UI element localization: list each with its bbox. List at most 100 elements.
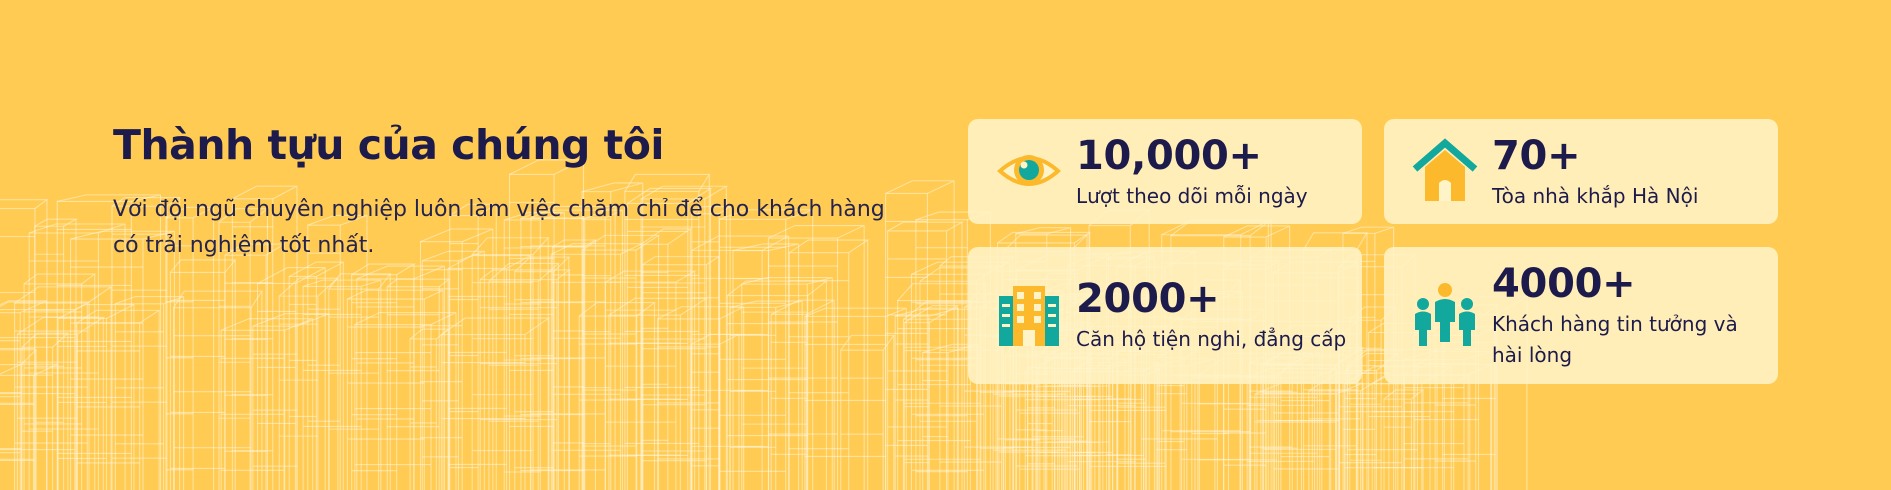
city-building-outline: [604, 281, 677, 490]
city-building-outline: [627, 187, 713, 204]
city-building-outline: [1303, 232, 1368, 251]
stat-card-followers: 10,000+ Lượt theo dõi mỗi ngày: [968, 119, 1362, 224]
city-building-outline: [640, 243, 669, 490]
city-building-outline: [508, 173, 555, 490]
city-building-outline: [169, 271, 226, 490]
city-building-outline: [302, 279, 382, 287]
stat-value: 2000+: [1076, 276, 1220, 322]
city-building-outline: [902, 318, 982, 490]
city-building-outline: [719, 209, 813, 220]
city-building-outline: [307, 224, 341, 490]
city-building-outline: [582, 234, 661, 251]
city-building-outline: [1254, 393, 1337, 490]
city-building-outline: [726, 280, 829, 296]
city-building-outline: [520, 218, 586, 490]
city-building-outline: [1342, 226, 1394, 234]
city-building-outline: [0, 199, 49, 209]
city-building-outline: [114, 303, 165, 490]
city-building-outline: [386, 278, 451, 288]
city-building-outline: [449, 203, 499, 217]
city-building-outline: [252, 325, 298, 490]
city-building-outline: [0, 312, 21, 490]
city-building-outline: [14, 286, 113, 304]
city-building-outline: [351, 274, 398, 490]
city-building-outline: [581, 249, 637, 490]
city-building-outline: [691, 206, 732, 215]
city-building-outline: [0, 349, 38, 365]
city-building-outline: [691, 235, 789, 251]
city-building-outline: [302, 285, 362, 490]
city-building-outline: [922, 352, 949, 490]
stat-value: 4000+: [1492, 261, 1636, 307]
city-building-outline: [804, 315, 887, 490]
stat-label: Lượt theo dõi mỗi ngày: [1076, 184, 1308, 208]
city-building-outline: [1349, 319, 1382, 490]
city-building-outline: [220, 329, 286, 490]
city-building-outline: [471, 254, 534, 490]
city-building-outline: [288, 275, 317, 490]
city-building-outline: [115, 296, 184, 305]
city-building-outline: [220, 318, 313, 331]
city-building-outline: [0, 300, 47, 314]
city-building-outline: [887, 221, 965, 232]
city-building-outline: [770, 299, 835, 315]
city-building-outline: [726, 295, 809, 490]
city-building-outline: [421, 260, 459, 490]
city-building-outline: [578, 315, 638, 490]
city-building-outline: [504, 211, 565, 221]
city-building-outline: [218, 208, 270, 223]
city-building-outline: [509, 159, 584, 175]
city-building-outline: [165, 217, 194, 490]
city-building-outline: [111, 205, 168, 490]
city-building-outline: [70, 230, 175, 240]
city-building-outline: [691, 333, 740, 345]
city-building-outline: [729, 306, 777, 490]
city-building-outline: [351, 263, 416, 276]
city-building-outline: [288, 261, 344, 277]
city-building-outline: [346, 298, 425, 490]
city-building-outline: [420, 228, 494, 243]
stat-text: 10,000+ Lượt theo dõi mỗi ngày: [1076, 131, 1348, 212]
city-building-outline: [788, 252, 850, 490]
stat-text: 70+ Tòa nhà khắp Hà Nội: [1492, 131, 1764, 212]
city-building-outline: [14, 302, 88, 490]
city-building-outline: [165, 206, 214, 219]
city-building-outline: [552, 246, 585, 490]
city-building-outline: [530, 209, 623, 219]
city-building-outline: [28, 223, 126, 234]
city-building-outline: [278, 277, 340, 297]
stat-text: 2000+ Căn hộ tiện nghi, đẳng cấp: [1076, 274, 1348, 355]
city-building-outline: [904, 305, 960, 324]
stat-text: 4000+ Khách hàng tin tưởng và hài lòng: [1492, 259, 1764, 371]
city-building-outline: [840, 349, 884, 490]
city-building-outline: [1015, 227, 1071, 235]
city-building-outline: [34, 218, 79, 227]
city-building-outline: [111, 197, 182, 207]
city-building-outline: [170, 259, 237, 273]
city-building-outline: [903, 322, 930, 490]
city-building-outline: [840, 334, 895, 351]
city-building-outline: [21, 332, 70, 348]
stat-label: Tòa nhà khắp Hà Nội: [1492, 184, 1699, 208]
city-building-outline: [1343, 383, 1423, 490]
city-building-outline: [447, 255, 531, 269]
city-building-outline: [28, 232, 100, 490]
city-building-outline: [691, 249, 763, 490]
city-building-outline: [922, 343, 978, 354]
stat-card-buildings: 70+ Tòa nhà khắp Hà Nội: [1384, 119, 1778, 224]
city-building-outline: [16, 333, 78, 490]
city-building-outline: [479, 279, 558, 490]
city-building-outline: [514, 271, 554, 490]
city-building-outline: [1308, 390, 1362, 490]
city-building-outline: [256, 282, 296, 490]
city-building-outline: [231, 198, 274, 490]
city-building-outline: [550, 253, 621, 490]
city-building-outline: [657, 306, 744, 320]
city-building-outline: [409, 338, 437, 490]
city-building-outline: [0, 374, 35, 490]
city-building-outline: [895, 307, 959, 317]
city-building-outline: [440, 333, 526, 490]
city-building-outline: [17, 316, 106, 335]
city-building-outline: [356, 278, 415, 490]
